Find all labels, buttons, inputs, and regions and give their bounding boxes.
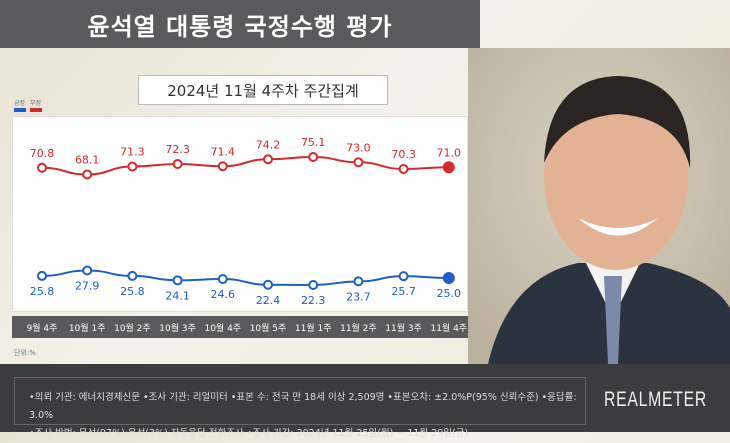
x-tick-label: 9월 4주 <box>27 322 58 334</box>
data-point <box>172 275 183 286</box>
president-photo <box>468 48 730 364</box>
data-point <box>172 159 183 169</box>
survey-info-line-2: •조사 방법: 무선(97%)·유선(3%) 자동응답 전화조사 •조사 기간:… <box>29 428 469 439</box>
footer: •의뢰 기관: 에너지경제신문 •조사 기관: 리얼미터 •표본 수: 전국 만… <box>0 364 730 439</box>
x-tick-label: 10월 3주 <box>159 322 196 334</box>
data-label: 22.3 <box>301 294 326 307</box>
survey-info: •의뢰 기관: 에너지경제신문 •조사 기관: 리얼미터 •표본 수: 전국 만… <box>14 377 586 439</box>
data-label: 24.6 <box>211 288 236 301</box>
x-tick-label: 11월 1주 <box>295 322 332 334</box>
data-label: 72.3 <box>165 143 190 156</box>
data-point <box>127 270 138 281</box>
data-label: 23.7 <box>346 290 371 303</box>
x-axis-bar <box>12 316 468 338</box>
series-line-1 <box>41 155 449 176</box>
x-tick-label: 10월 5주 <box>250 322 287 334</box>
chart-area <box>12 116 468 312</box>
data-point <box>263 154 273 165</box>
data-point <box>217 161 228 172</box>
data-point <box>37 162 47 173</box>
data-point <box>308 152 319 162</box>
data-point <box>263 279 273 290</box>
data-label: 73.0 <box>346 141 371 154</box>
data-label: 27.9 <box>75 279 100 292</box>
data-label: 75.1 <box>301 136 326 149</box>
data-label: 25.8 <box>30 285 55 298</box>
data-point <box>398 164 409 174</box>
data-label: 68.1 <box>75 154 100 167</box>
data-label: 71.4 <box>211 145 236 158</box>
data-label: 25.8 <box>120 285 145 298</box>
legend-negative: 부정 <box>30 98 42 112</box>
x-tick-label: 10월 1주 <box>69 322 106 334</box>
data-point <box>442 272 455 284</box>
data-point <box>127 161 138 172</box>
legend-positive: 긍정 <box>14 98 26 112</box>
data-label: 74.2 <box>256 138 281 151</box>
survey-info-line-1: •의뢰 기관: 에너지경제신문 •조사 기관: 리얼미터 •표본 수: 전국 만… <box>29 392 577 421</box>
realmeter-logo: REALMETER <box>604 388 708 411</box>
data-point <box>353 276 364 287</box>
data-label: 70.3 <box>391 148 416 161</box>
x-tick-label: 11월 2주 <box>340 322 377 334</box>
data-label: 24.1 <box>165 289 190 302</box>
data-label: 71.3 <box>120 146 145 159</box>
data-point <box>82 169 93 180</box>
data-point <box>82 265 93 276</box>
data-label: 25.0 <box>437 287 462 300</box>
line-chart: 9월 4주 10월 1주 10월 2주 10월 3주 10월 4주 10월 5주 11월 1… <box>27 136 468 334</box>
chart-subtitle: 2024년 11월 4주차 주간집계 <box>138 75 388 105</box>
data-point <box>353 157 364 168</box>
data-point <box>398 271 409 282</box>
x-tick-label: 10월 4주 <box>204 322 241 334</box>
data-label: 25.7 <box>391 285 416 298</box>
unit-label: 단위:% <box>14 349 36 357</box>
data-point <box>308 280 319 291</box>
data-point <box>217 274 228 285</box>
x-tick-label: 10월 2주 <box>114 322 151 334</box>
page-title: 윤석열 대통령 국정수행 평가 <box>0 0 480 48</box>
x-tick-label: 11월 4주 <box>430 322 467 334</box>
x-tick-label: 11월 3주 <box>385 322 422 334</box>
data-label: 22.4 <box>256 294 281 307</box>
data-point <box>442 161 455 174</box>
data-point <box>37 270 47 281</box>
data-label: 70.8 <box>30 147 55 160</box>
series-line-0 <box>41 269 449 287</box>
data-label: 71.0 <box>437 146 462 159</box>
legend: 긍정 부정 <box>14 98 42 112</box>
